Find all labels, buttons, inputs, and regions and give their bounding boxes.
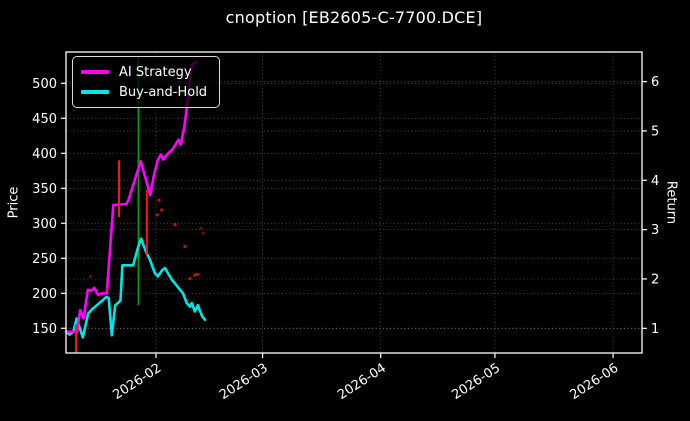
series-line-buy-and-hold [64, 237, 207, 339]
tick-label-price: 450 [32, 112, 57, 127]
tick-label-price: 250 [32, 252, 57, 267]
legend-item-buy-and-hold: Buy-and-Hold [81, 82, 209, 102]
y-axis-label-return: Return [663, 180, 679, 225]
scatter-dot [183, 244, 187, 249]
plot-border [65, 51, 643, 354]
tick-label-date: 2026-05 [449, 361, 503, 403]
y-axis-label-price: Price [6, 186, 22, 219]
tick-label-return: 5 [651, 124, 659, 139]
scatter-dot [155, 213, 159, 217]
tick-label-price: 300 [32, 217, 57, 232]
scatter-dot [88, 274, 93, 279]
tick-label-date: 2026-06 [568, 361, 622, 403]
legend-label-buy-and-hold: Buy-and-Hold [119, 84, 208, 100]
tick-label-price: 350 [32, 182, 57, 197]
tick-label-date: 2026-04 [335, 361, 389, 403]
tick-label-price: 500 [32, 77, 57, 92]
tick-label-return: 6 [651, 75, 659, 90]
scatter-dot [195, 272, 200, 277]
tick-label-date: 2026-03 [217, 361, 271, 403]
tick-label-return: 1 [651, 322, 659, 337]
scatter-dot [193, 273, 197, 277]
scatter-dot [173, 222, 177, 227]
series-line-ai-strategy [64, 60, 199, 334]
legend: AI Strategy Buy-and-Hold [72, 56, 220, 108]
chart-title: cnoption [EB2605-C-7700.DCE] [225, 8, 483, 27]
legend-swatch-ai-strategy [81, 70, 109, 74]
tick-label-price: 150 [32, 322, 57, 337]
scatter-dot [157, 198, 161, 202]
legend-label-ai-strategy: AI Strategy [119, 64, 192, 80]
legend-swatch-buy-and-hold [81, 90, 109, 94]
scatter-dot [201, 231, 205, 235]
tick-label-price: 400 [32, 147, 57, 162]
scatter-dot [159, 208, 164, 212]
tick-label-return: 2 [651, 272, 659, 287]
tick-label-price: 200 [32, 287, 57, 302]
tick-label-date: 2026-02 [110, 361, 164, 403]
scatter-dot [188, 276, 192, 281]
legend-item-ai-strategy: AI Strategy [81, 62, 209, 82]
tick-label-return: 4 [651, 174, 659, 189]
scatter-dot [199, 226, 203, 230]
tick-label-return: 3 [651, 223, 659, 238]
scatter-dot [105, 287, 110, 291]
